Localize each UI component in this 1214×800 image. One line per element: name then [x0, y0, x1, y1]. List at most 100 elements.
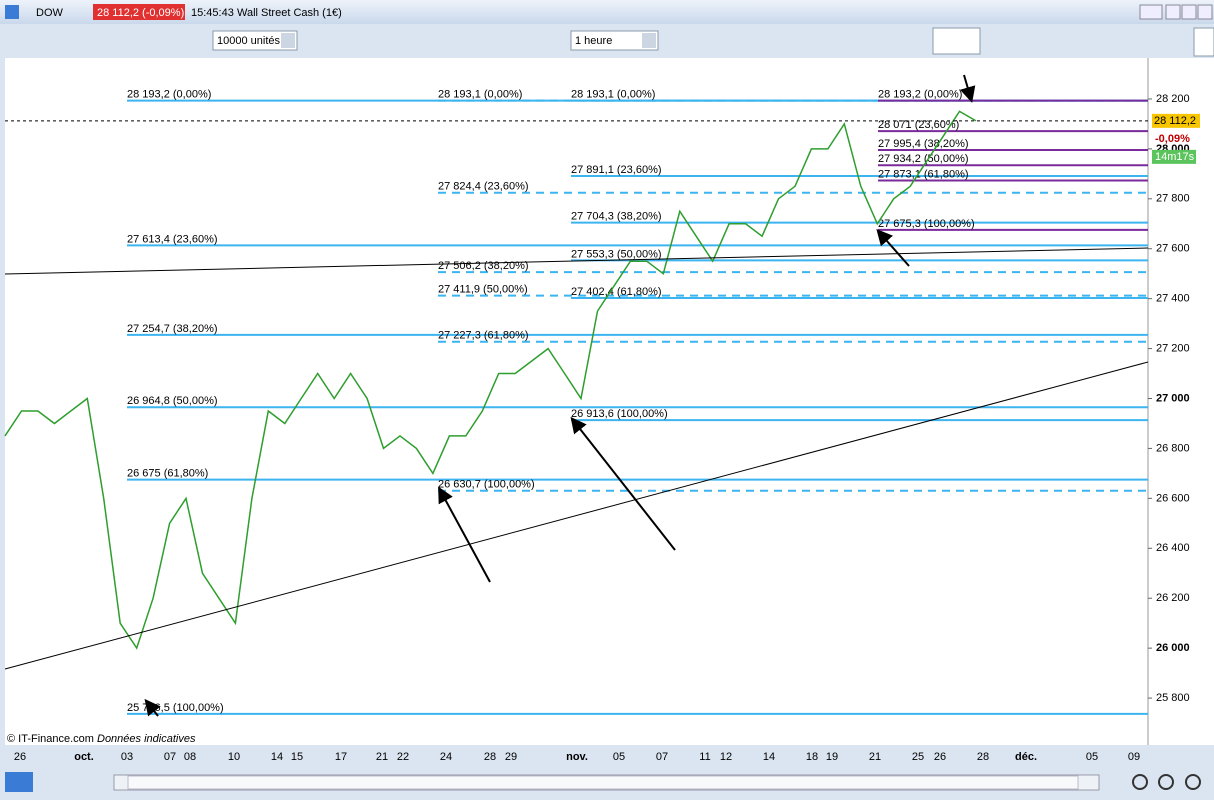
zoom-out-button[interactable]: [1158, 774, 1174, 790]
x-tick-label: déc.: [1015, 751, 1037, 763]
plot-area: [5, 58, 1148, 745]
fib-label: 27 995,4 (38,20%): [878, 138, 969, 150]
x-tick-label: 03: [121, 751, 133, 763]
symbol: DOW: [36, 7, 64, 19]
price-line: [4, 110, 977, 650]
x-tick-label: 11: [699, 751, 710, 763]
arrow: [570, 416, 676, 551]
trend-line: [4, 361, 1149, 670]
x-tick-label: 19: [826, 751, 838, 763]
y-tick-label: 27 800: [1156, 193, 1190, 205]
time: 15:45:43: [191, 7, 234, 19]
last-price-label: 28 112,2: [1154, 115, 1196, 127]
menu-button[interactable]: [1139, 4, 1163, 20]
scroll-thumb[interactable]: [127, 775, 1079, 790]
fib-label: 27 873,1 (61,80%): [878, 168, 969, 180]
fib-label: 27 402,4 (61,80%): [571, 286, 662, 298]
y-tick-label: 26 600: [1156, 492, 1190, 504]
fib-label: 28 193,2 (0,00%): [127, 89, 211, 101]
x-tick-label: nov.: [566, 751, 588, 763]
arrow: [438, 486, 491, 583]
quote: 28 112,2 (-0,09%): [97, 7, 184, 19]
x-tick-label: 25: [912, 751, 924, 763]
fib-label: 26 630,7 (100,00%): [438, 479, 535, 491]
zoom-out-button[interactable]: [1132, 774, 1148, 790]
y-tick-label: 26 400: [1156, 542, 1190, 554]
title-bar: [0, 0, 1214, 24]
x-tick-label: 22: [397, 751, 409, 763]
x-tick-label: 21: [869, 751, 881, 763]
fib-label: 28 193,1 (0,00%): [571, 89, 655, 101]
fib-label: 26 964,8 (50,00%): [127, 395, 218, 407]
x-tick-label: 10: [228, 751, 240, 763]
x-tick-label: 15: [291, 751, 303, 763]
y-tick-label: 27 400: [1156, 293, 1190, 305]
x-tick-label: 08: [184, 751, 196, 763]
fib-label: 28 071 (23,60%): [878, 119, 959, 131]
fib-label: 27 506,2 (38,20%): [438, 260, 529, 272]
quantity: 10000 unités: [217, 35, 280, 47]
fib-label: 27 411,9 (50,00%): [438, 284, 528, 296]
note: Données indicatives: [97, 733, 196, 745]
minimize-button[interactable]: [1165, 4, 1181, 20]
x-tick-label: 07: [164, 751, 176, 763]
zoom-in-button[interactable]: [1185, 774, 1201, 790]
quote-box: [93, 4, 185, 20]
fib-label: 27 934,2 (50,00%): [878, 153, 969, 165]
quantity-select[interactable]: [212, 30, 298, 51]
fib-label: 27 227,3 (61,80%): [438, 330, 529, 342]
share-button[interactable]: [5, 772, 33, 792]
x-tick-label: 26: [14, 751, 26, 763]
fib-label: 26 913,6 (100,00%): [571, 408, 668, 420]
x-tick-label: 21: [376, 751, 388, 763]
x-tick-label: 29: [505, 751, 517, 763]
change: -0,09%: [1155, 133, 1190, 145]
x-tick-label: 12: [720, 751, 732, 763]
last-price-box: [1152, 113, 1200, 128]
arrow: [959, 74, 976, 103]
fib-label: 25 736,5 (100,00%): [127, 702, 224, 714]
x-tick-label: 24: [440, 751, 452, 763]
side-panel-button[interactable]: [1193, 27, 1214, 57]
arrow: [144, 698, 161, 717]
period-select[interactable]: [570, 30, 659, 51]
x-tick-label: 28: [977, 751, 989, 763]
x-tick-label: 07: [656, 751, 668, 763]
y-tick-label: 26 200: [1156, 592, 1190, 604]
app-icon: [5, 5, 19, 19]
x-tick-label: 09: [1128, 751, 1140, 763]
copyright: © IT-Finance.com: [7, 733, 94, 745]
y-tick-label: 27 600: [1156, 243, 1190, 255]
y-axis-area: [1148, 58, 1214, 745]
x-tick-label: 05: [1086, 751, 1098, 763]
fib-label: 28 193,2 (0,00%): [878, 89, 962, 101]
x-tick-label: 26: [934, 751, 946, 763]
fib-label: 27 675,3 (100,00%): [878, 218, 975, 230]
dropdown-arrow[interactable]: [642, 33, 656, 48]
fib-label: 27 891,1 (23,60%): [571, 164, 662, 176]
fib-label: 26 675 (61,80%): [127, 468, 208, 480]
x-tick-label: 14: [763, 751, 775, 763]
y-tick-label: 27 000: [1156, 392, 1190, 404]
arrow: [876, 229, 910, 267]
x-tick-label: 14: [271, 751, 283, 763]
fib-label: 27 613,4 (23,60%): [127, 233, 218, 245]
bottom-bar: [0, 745, 1214, 800]
x-tick-label: 05: [613, 751, 625, 763]
trend-line: [4, 247, 1149, 275]
x-tick-label: 28: [484, 751, 496, 763]
dropdown-arrow[interactable]: [281, 33, 295, 48]
maximize-button[interactable]: [1181, 4, 1197, 20]
fib-label: 28 193,1 (0,00%): [438, 89, 522, 101]
x-tick-label: 17: [335, 751, 347, 763]
close-button[interactable]: [1197, 4, 1213, 20]
fib-label: 27 824,4 (23,60%): [438, 181, 529, 193]
y-tick-label: 28 200: [1156, 93, 1190, 105]
chart-type-button[interactable]: [932, 27, 981, 55]
x-tick-label: 18: [806, 751, 818, 763]
x-tick-label: oct.: [74, 751, 94, 763]
fib-label: 27 553,3 (50,00%): [571, 248, 662, 260]
y-tick-label: 25 800: [1156, 692, 1190, 704]
y-tick-label: 26 800: [1156, 442, 1190, 454]
